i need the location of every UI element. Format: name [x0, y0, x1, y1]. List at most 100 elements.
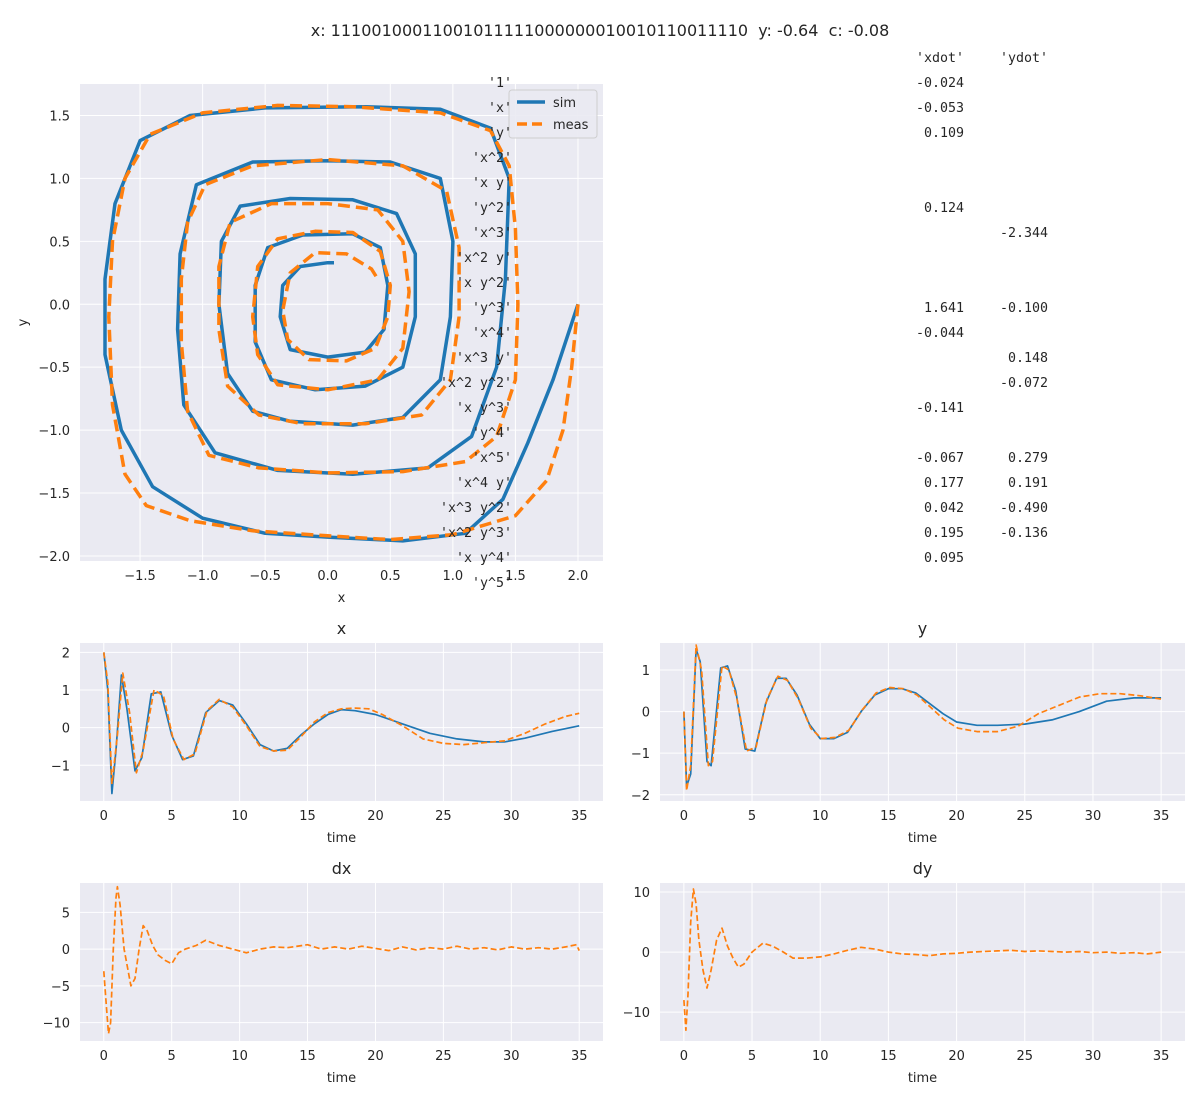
coef-xdot-value: 1.641	[923, 301, 964, 316]
chart-panels: −1.5 −1.0 −0.5 0.0 0.5 1.0 1.5 2.0 −2.0 −1.5 −1.0 −…	[16, 84, 1185, 1086]
x-axis-label: time	[327, 1071, 356, 1086]
y-tick-label: −1	[51, 759, 70, 774]
x-tick-label: 0	[100, 1049, 108, 1064]
x-tick-label: 15	[299, 809, 316, 824]
coef-term: 'x^2'	[472, 151, 513, 166]
coef-row: 'y^4'	[472, 422, 822, 447]
coef-row: 'y' 0.109	[488, 122, 964, 147]
coef-row: 'x^3 y' 0.148	[456, 347, 1048, 372]
x-tick-label: 2.0	[568, 569, 589, 584]
coef-xdot-value: 0.109	[923, 126, 964, 141]
coef-xdot-value: 0.195	[923, 526, 964, 541]
coef-table-header: 'xdot' 'ydot'	[790, 47, 1048, 72]
x-tick-label: 0	[100, 809, 108, 824]
coef-xdot-value: 0.095	[923, 551, 964, 566]
coef-xdot-value: -0.053	[915, 101, 964, 116]
coef-row: 'x^5' -0.067 0.279	[472, 447, 1048, 472]
coef-ydot-value: -0.136	[999, 526, 1048, 541]
coef-row: 'x^2'	[472, 147, 822, 172]
sim-series-line	[103, 104, 580, 543]
y-tick-label: 1	[642, 664, 650, 679]
coef-row: 'x^4' -0.044	[472, 322, 964, 347]
y-tick-label: −2	[631, 789, 650, 804]
subplot-title: dx	[332, 859, 352, 878]
y-tick-label: 0	[642, 706, 650, 721]
x-tick-label: 10	[812, 809, 829, 824]
y-tick-label: 0.0	[49, 298, 70, 313]
x-tick-label: −1.0	[187, 569, 219, 584]
x-tick-label: 25	[435, 1049, 452, 1064]
coef-term: 'x^4'	[472, 326, 513, 341]
y-tick-label: −2.0	[38, 550, 70, 565]
x-tick-label: 10	[231, 809, 248, 824]
chart-x-time: 0 5 10 15 20 25 30 35 −1 0 1 2 time x	[51, 619, 603, 846]
x-tick-label: 25	[1016, 1049, 1033, 1064]
coef-row: 'x y'	[472, 172, 822, 197]
subplot-title: dy	[913, 859, 933, 878]
y-tick-label: 0	[62, 722, 70, 737]
coef-ydot-value: 0.191	[1007, 476, 1048, 491]
coef-row: 'y^2' 0.124	[472, 197, 964, 222]
plot-area	[80, 883, 603, 1041]
x-tick-label: −1.5	[124, 569, 156, 584]
x-tick-label: 20	[367, 809, 384, 824]
coef-row: 'y^5'	[472, 572, 822, 597]
coef-xdot-value: -0.044	[915, 326, 964, 341]
coef-row: '1' -0.024	[488, 72, 964, 97]
x-tick-label: 35	[1153, 1049, 1170, 1064]
subplot-title: y	[918, 619, 927, 638]
y-tick-label: −0.5	[38, 361, 70, 376]
x-tick-label: 0.0	[317, 569, 338, 584]
x-tick-label: 35	[571, 809, 588, 824]
meas-series-line	[102, 885, 580, 1035]
plot-area	[660, 883, 1185, 1041]
x-tick-label: 1.5	[505, 569, 526, 584]
coef-term: 'x^4 y'	[455, 476, 513, 491]
x-tick-label: 1.0	[443, 569, 464, 584]
coef-xdot-value: 0.042	[923, 501, 964, 516]
chart-dy-time: 0 5 10 15 20 25 30 35 −10 0 10 time dy	[623, 859, 1185, 1086]
x-tick-label: 25	[435, 809, 452, 824]
coef-term: 'x y^4'	[455, 551, 513, 566]
coef-term: 'x y^2'	[455, 276, 513, 291]
coef-term: 'y'	[488, 126, 513, 141]
y-axis-label: y	[16, 318, 31, 326]
coef-xdot-value: 0.177	[923, 476, 964, 491]
coef-term: 'x'	[488, 101, 513, 116]
coef-xdot-value: -0.024	[915, 76, 964, 91]
sim-series-line	[683, 648, 1162, 788]
legend-label-meas: meas	[553, 118, 589, 133]
x-axis-label: x	[338, 591, 346, 606]
x-tick-label: 5	[748, 1049, 756, 1064]
coef-header-ydot: 'ydot'	[999, 51, 1048, 66]
coef-term: 'y^5'	[472, 576, 513, 591]
coef-row: 'x y^2'	[456, 272, 822, 297]
chart-phase: −1.5 −1.0 −0.5 0.0 0.5 1.0 1.5 2.0 −2.0 −1.5 −1.0 −…	[16, 84, 603, 606]
y-tick-label: −1.5	[38, 487, 70, 502]
legend-label-sim: sim	[553, 96, 576, 111]
coef-row: 'x y^3' -0.141	[456, 397, 964, 422]
coef-ydot-value: -0.072	[999, 376, 1048, 391]
x-tick-label: 10	[231, 1049, 248, 1064]
meas-series-line	[107, 103, 580, 542]
coef-term: 'x y^3'	[455, 401, 513, 416]
x-tick-label: 15	[880, 1049, 897, 1064]
coef-row: 'x^4 y' 0.177 0.191	[456, 472, 1048, 497]
x-tick-label: 35	[571, 1049, 588, 1064]
coef-term: 'x y'	[472, 176, 513, 191]
coef-term: 'x^3 y^2'	[439, 501, 513, 516]
x-tick-label: −0.5	[249, 569, 281, 584]
coef-term: 'y^4'	[472, 426, 513, 441]
x-tick-label: 10	[812, 1049, 829, 1064]
x-tick-label: 20	[367, 1049, 384, 1064]
chart-y-time: 0 5 10 15 20 25 30 35 −2 −1 0 1 time y	[631, 619, 1185, 846]
meas-series-line	[102, 652, 580, 785]
coef-term: 'x^3 y'	[455, 351, 513, 366]
chart-dx-time: 0 5 10 15 20 25 30 35 −10 −5 0 5 time dx	[43, 859, 603, 1086]
coefficient-table: 'xdot' 'ydot' '1' -0.024 'x' -0.053 'y' 0.109…	[440, 47, 1048, 597]
coef-ydot-value: -0.100	[999, 301, 1048, 316]
coef-row: 'x' -0.053	[488, 97, 964, 122]
x-tick-label: 30	[503, 809, 520, 824]
coef-ydot-value: -2.344	[999, 226, 1048, 241]
